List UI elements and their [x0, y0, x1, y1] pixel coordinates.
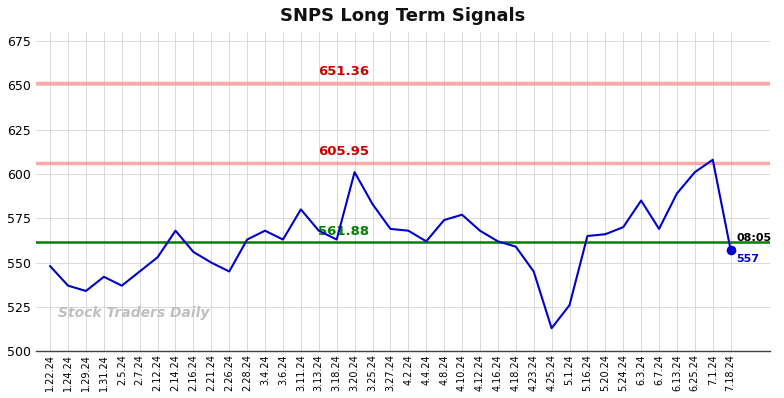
- Text: 557: 557: [736, 254, 759, 264]
- Text: 08:05: 08:05: [736, 233, 771, 243]
- Title: SNPS Long Term Signals: SNPS Long Term Signals: [281, 7, 525, 25]
- Text: 561.88: 561.88: [318, 225, 369, 238]
- Text: 605.95: 605.95: [318, 145, 369, 158]
- Text: Stock Traders Daily: Stock Traders Daily: [58, 306, 209, 320]
- Text: 651.36: 651.36: [318, 64, 369, 78]
- Point: [724, 247, 737, 254]
